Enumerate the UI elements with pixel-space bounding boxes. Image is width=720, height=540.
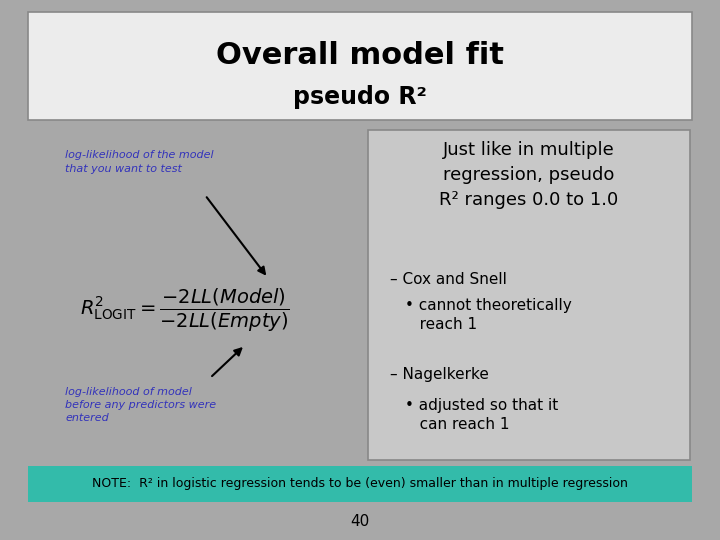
- Text: Just like in multiple
regression, pseudo
R² ranges 0.0 to 1.0: Just like in multiple regression, pseudo…: [439, 141, 618, 209]
- Text: • adjusted so that it
   can reach 1: • adjusted so that it can reach 1: [405, 397, 558, 433]
- Text: – Nagelkerke: – Nagelkerke: [390, 368, 489, 382]
- Text: log-likelihood of the model
that you want to test: log-likelihood of the model that you wan…: [65, 151, 214, 173]
- FancyBboxPatch shape: [28, 466, 692, 502]
- Text: NOTE:  R² in logistic regression tends to be (even) smaller than in multiple reg: NOTE: R² in logistic regression tends to…: [92, 477, 628, 490]
- FancyBboxPatch shape: [368, 130, 690, 460]
- Text: pseudo R²: pseudo R²: [293, 85, 427, 109]
- Text: • cannot theoretically
   reach 1: • cannot theoretically reach 1: [405, 298, 572, 333]
- Text: – Cox and Snell: – Cox and Snell: [390, 273, 507, 287]
- Text: log-likelihood of model
before any predictors were
entered: log-likelihood of model before any predi…: [65, 387, 216, 423]
- Text: $R^2_{\mathrm{LOGIT}} = \dfrac{-2LL(Model)}{-2LL(Empty)}$: $R^2_{\mathrm{LOGIT}} = \dfrac{-2LL(Mode…: [80, 286, 290, 334]
- Text: Overall model fit: Overall model fit: [216, 40, 504, 70]
- Text: 40: 40: [351, 515, 369, 530]
- FancyBboxPatch shape: [28, 12, 692, 120]
